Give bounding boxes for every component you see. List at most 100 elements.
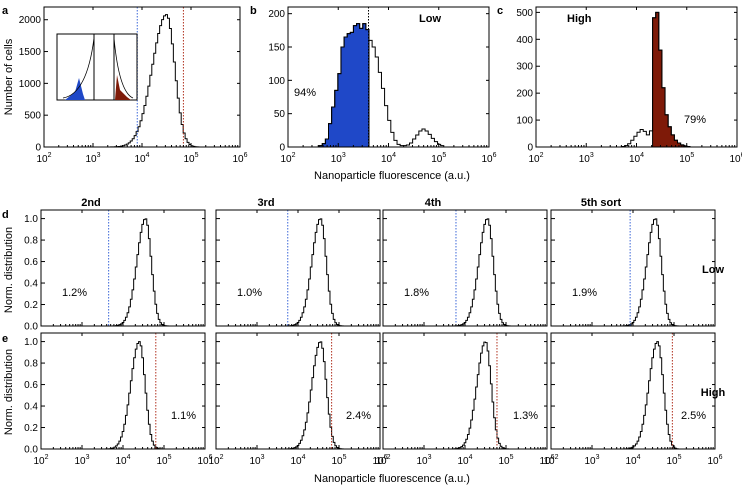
de-1-3-xtick-label: 106 <box>707 454 722 467</box>
de-0-0-ytick-label: 0.0 <box>24 322 38 333</box>
row-label-low: Low <box>702 264 724 276</box>
frame-low-3 <box>550 209 716 327</box>
panel-b-xtick-label: 103 <box>331 152 346 165</box>
frame-high-2 <box>382 332 548 450</box>
de-1-0-ytick-label: 0.2 <box>24 423 38 434</box>
panel-a-inset-frame <box>56 33 138 101</box>
panel-b-xtick-label: 105 <box>431 152 446 165</box>
panel-b-xtick-label: 106 <box>481 152 496 165</box>
de-1-0-xtick-label: 103 <box>74 454 89 467</box>
percent-high-2: 1.3% <box>513 410 538 422</box>
panel-a-inset-low-fill <box>65 78 85 100</box>
panel-b-label: b <box>250 5 257 17</box>
percent-low-3: 1.9% <box>572 287 597 299</box>
de-1-2-xtick-label: 106 <box>539 454 554 467</box>
panel-b-xtick-label: 104 <box>381 152 396 165</box>
panel-b-ytick-label: 100 <box>268 76 285 87</box>
de-0-0-ytick-label: 0.2 <box>24 300 38 311</box>
de-1-0-ytick-label: 0.4 <box>24 402 38 413</box>
frame-low-0 <box>40 209 206 327</box>
bottom-xlabel: Nanoparticle fluorescence (a.u.) <box>314 473 470 485</box>
de-0-0-ytick-label: 0.6 <box>24 257 38 268</box>
de-0-0-ytick-label: 0.8 <box>24 236 38 247</box>
panel-c-percent: 79% <box>684 114 706 126</box>
de-1-0-ytick-label: 0.8 <box>24 359 38 370</box>
percent-low-0: 1.2% <box>62 287 87 299</box>
panel-a-ylabel: Number of cells <box>3 38 15 115</box>
de-1-1-xtick-label: 104 <box>290 454 305 467</box>
frame-low-2 <box>382 209 548 327</box>
de-0-0-ytick-label: 1.0 <box>24 214 38 225</box>
percent-low-1: 1.0% <box>237 287 262 299</box>
panel-b-frame <box>287 6 490 148</box>
de-1-3-xtick-label: 103 <box>584 454 599 467</box>
hist-high-2 <box>436 341 511 450</box>
column-title-1: 3rd <box>257 197 274 209</box>
panel-c-frame <box>535 6 738 148</box>
panel-c-xtick-label: 102 <box>528 152 543 165</box>
hist-low-1 <box>269 218 344 327</box>
panel-b-histogram <box>318 23 445 147</box>
panel-d-label: d <box>2 209 9 221</box>
panel-a-xtick-label: 102 <box>36 152 51 165</box>
de-1-2-xtick-label: 105 <box>498 454 513 467</box>
panel-c-label: c <box>497 5 503 17</box>
panel-c-ytick-label: 100 <box>516 116 533 127</box>
de-1-3-xtick-label: 102 <box>543 454 558 467</box>
panel-a-ytick-label: 1500 <box>19 47 42 58</box>
panel-c-ytick-label: 400 <box>516 35 533 46</box>
de-1-1-xtick-label: 106 <box>372 454 387 467</box>
panel-a-xtick-label: 104 <box>134 152 149 165</box>
de-1-0-ytick-label: 0.6 <box>24 380 38 391</box>
de-1-0-xtick-label: 104 <box>115 454 130 467</box>
de-1-1-xtick-label: 102 <box>208 454 223 467</box>
column-title-3: 5th sort <box>581 197 622 209</box>
de-0-0-ytick-label: 0.4 <box>24 279 38 290</box>
de-1-2-xtick-label: 102 <box>375 454 390 467</box>
panel-a-xtick-label: 105 <box>183 152 198 165</box>
panel-a-ytick-label: 2000 <box>19 15 42 26</box>
top-xlabel: Nanoparticle fluorescence (a.u.) <box>314 170 470 182</box>
panel-c-histogram <box>620 11 691 147</box>
de-1-0-ytick-label: 0.0 <box>24 445 38 456</box>
frame-high-3 <box>550 332 716 450</box>
de-1-0-xtick-label: 106 <box>197 454 212 467</box>
de-1-0-ytick-label: 1.0 <box>24 337 38 348</box>
panel-b-ytick-label: 0 <box>279 143 285 154</box>
panel-c-ytick-label: 200 <box>516 89 533 100</box>
panel-e-label: e <box>2 333 8 345</box>
panel-a-xtick-label: 106 <box>232 152 247 165</box>
panel-b-xtick-label: 102 <box>280 152 295 165</box>
de-1-2-xtick-label: 104 <box>457 454 472 467</box>
percent-low-2: 1.8% <box>404 287 429 299</box>
de-1-1-xtick-label: 103 <box>249 454 264 467</box>
panel-e-ylabel: Norm. distribution <box>3 349 15 435</box>
panel-c-xtick-label: 104 <box>629 152 644 165</box>
percent-high-0: 1.1% <box>171 410 196 422</box>
frame-low-1 <box>215 209 381 327</box>
row-label-high: High <box>701 387 726 399</box>
de-1-0-xtick-label: 105 <box>156 454 171 467</box>
percent-high-3: 2.5% <box>681 410 706 422</box>
panel-c-ytick-label: 300 <box>516 62 533 73</box>
frame-high-1 <box>215 332 381 450</box>
panel-b-ytick-label: 200 <box>268 9 285 20</box>
panel-a-inset-high-fill <box>115 75 131 100</box>
column-title-2: 4th <box>425 197 442 209</box>
de-1-3-xtick-label: 105 <box>666 454 681 467</box>
panel-b-title: Low <box>419 13 441 25</box>
panel-a-label: a <box>2 5 9 17</box>
panel-d-ylabel: Norm. distribution <box>3 227 15 313</box>
hist-low-3 <box>604 218 679 327</box>
hist-high-3 <box>604 341 679 450</box>
panel-b-percent: 94% <box>294 87 316 99</box>
de-1-2-xtick-label: 103 <box>416 454 431 467</box>
panel-b-ytick-label: 50 <box>274 109 286 120</box>
hist-high-0 <box>94 341 169 450</box>
panel-c-xtick-label: 103 <box>579 152 594 165</box>
hist-low-2 <box>436 218 511 327</box>
panel-a-ytick-label: 0 <box>35 143 41 154</box>
panel-c-xtick-label: 105 <box>679 152 694 165</box>
panel-c-xtick-label: 106 <box>729 152 742 165</box>
